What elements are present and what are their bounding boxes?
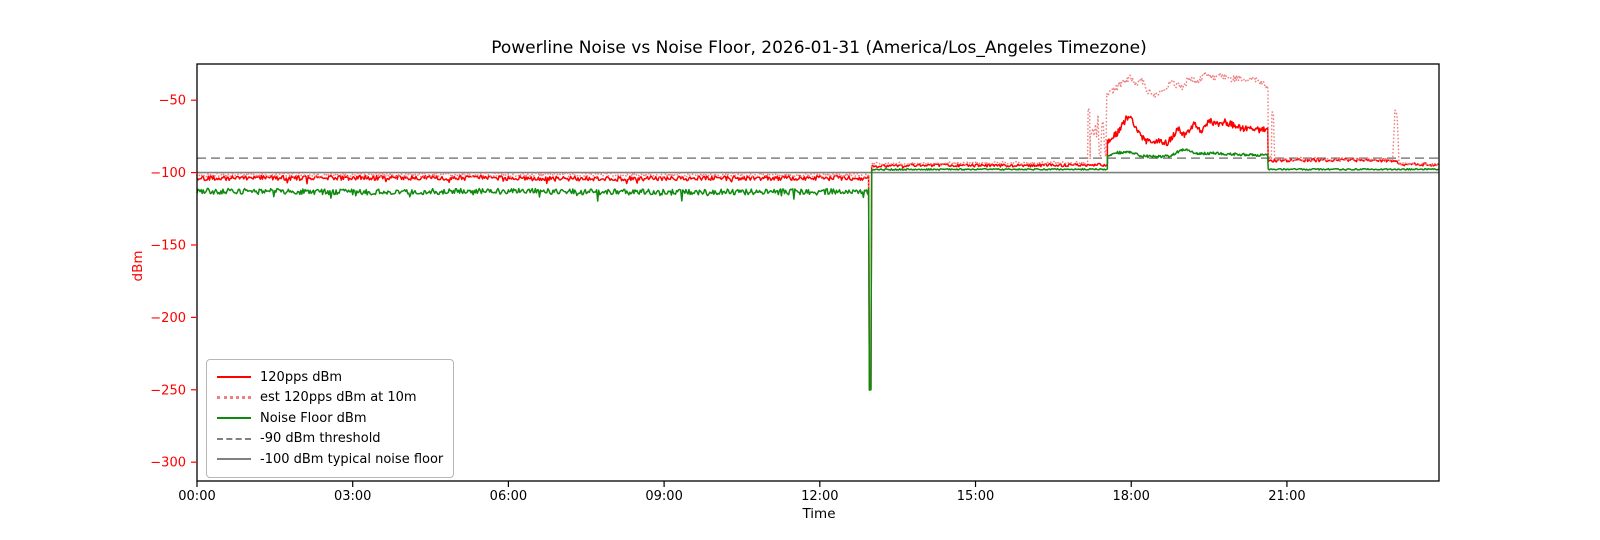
series-line-120pps-dbm — [196, 115, 1439, 391]
chart-title: Powerline Noise vs Noise Floor, 2026-01-… — [491, 38, 1147, 58]
legend-item-label: 120pps dBm — [260, 369, 343, 385]
legend-item-label: Noise Floor dBm — [260, 410, 367, 426]
x-tick-label: 00:00 — [178, 489, 215, 504]
x-axis-label: Time — [802, 506, 836, 522]
legend-sample-line — [217, 396, 251, 400]
legend: 120pps dBm est 120pps dBm at 10m Noise Flo… — [206, 359, 454, 478]
x-tick-label: 15:00 — [957, 489, 994, 504]
x-tick-label: 12:00 — [801, 489, 838, 504]
y-tick-label: −200 — [150, 311, 186, 326]
y-tick-label: −150 — [150, 238, 186, 253]
y-tick-label: −100 — [150, 166, 186, 181]
y-tick-label: −50 — [159, 94, 186, 109]
legend-item: Noise Floor dBm — [217, 408, 445, 429]
legend-sample-line — [217, 437, 251, 440]
y-tick-label: −300 — [150, 456, 186, 471]
x-tick-label: 03:00 — [334, 489, 371, 504]
legend-item: est 120pps dBm at 10m — [217, 388, 445, 409]
plot-border — [196, 63, 1440, 482]
y-tick-label: −250 — [150, 383, 186, 398]
legend-item-label: -90 dBm threshold — [260, 431, 381, 447]
series-line-est-120pps-dbm-at-10m — [196, 71, 1440, 392]
x-tick-label: 09:00 — [645, 489, 682, 504]
legend-item: -90 dBm threshold — [217, 429, 445, 450]
x-tick-label: 21:00 — [1268, 489, 1305, 504]
y-axis-label: dBm — [130, 250, 146, 282]
legend-sample-line — [217, 458, 251, 461]
x-tick-label: 06:00 — [490, 489, 527, 504]
legend-item-label: est 120pps dBm at 10m — [260, 390, 417, 406]
legend-sample-line — [217, 376, 251, 379]
legend-item: -100 dBm typical noise floor — [217, 449, 445, 470]
legend-item: 120pps dBm — [217, 367, 445, 388]
legend-sample-line — [217, 417, 251, 420]
x-tick-label: 18:00 — [1112, 489, 1149, 504]
legend-item-label: -100 dBm typical noise floor — [260, 451, 444, 467]
series-line-noise-floor-dbm — [196, 148, 1439, 391]
